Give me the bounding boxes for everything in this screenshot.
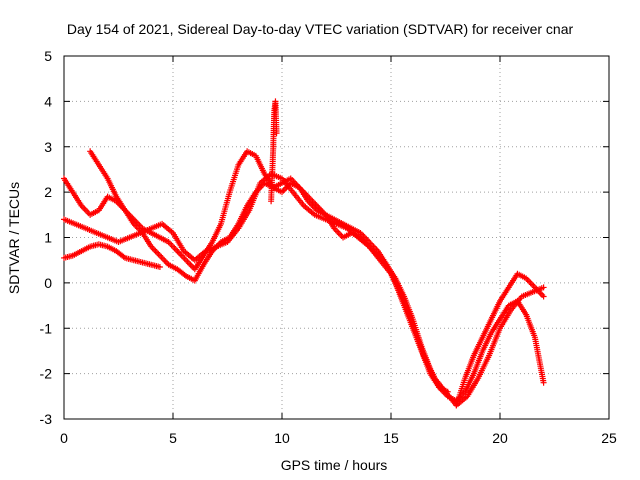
series-4 (453, 270, 547, 409)
data-point (156, 263, 163, 270)
chart-title: Day 154 of 2021, Sidereal Day-to-day VTE… (67, 21, 574, 37)
y-tick-label: 2 (44, 184, 52, 200)
series-3 (61, 241, 163, 270)
x-tick-label: 0 (60, 430, 68, 446)
data-point (540, 293, 547, 300)
data-marks (61, 98, 547, 409)
x-axis-label: GPS time / hours (281, 457, 388, 473)
x-tick-label: 20 (492, 430, 508, 446)
y-tick-label: 0 (44, 275, 52, 291)
y-tick-label: 4 (44, 93, 52, 109)
y-axis-label: SDTVAR / TECUs (6, 182, 22, 294)
x-tick-label: 10 (274, 430, 290, 446)
x-tick-label: 15 (383, 430, 399, 446)
data-point (444, 388, 451, 395)
x-tick-label: 5 (169, 430, 177, 446)
y-tick-label: 1 (44, 230, 52, 246)
series-5 (268, 98, 280, 205)
axis-ticks: 0 5 10 15 20 25 -3 -2 -1 0 1 2 3 4 5 (40, 48, 617, 446)
series-2 (87, 148, 451, 395)
y-tick-label: -3 (40, 411, 53, 427)
x-tick-label: 25 (601, 430, 617, 446)
data-point (273, 130, 280, 137)
y-tick-label: -1 (40, 320, 53, 336)
y-tick-label: 5 (44, 48, 52, 64)
y-tick-label: 3 (44, 139, 52, 155)
data-point (540, 284, 547, 291)
grid-lines (64, 56, 609, 419)
data-point (540, 379, 547, 386)
y-tick-label: -2 (40, 366, 53, 382)
